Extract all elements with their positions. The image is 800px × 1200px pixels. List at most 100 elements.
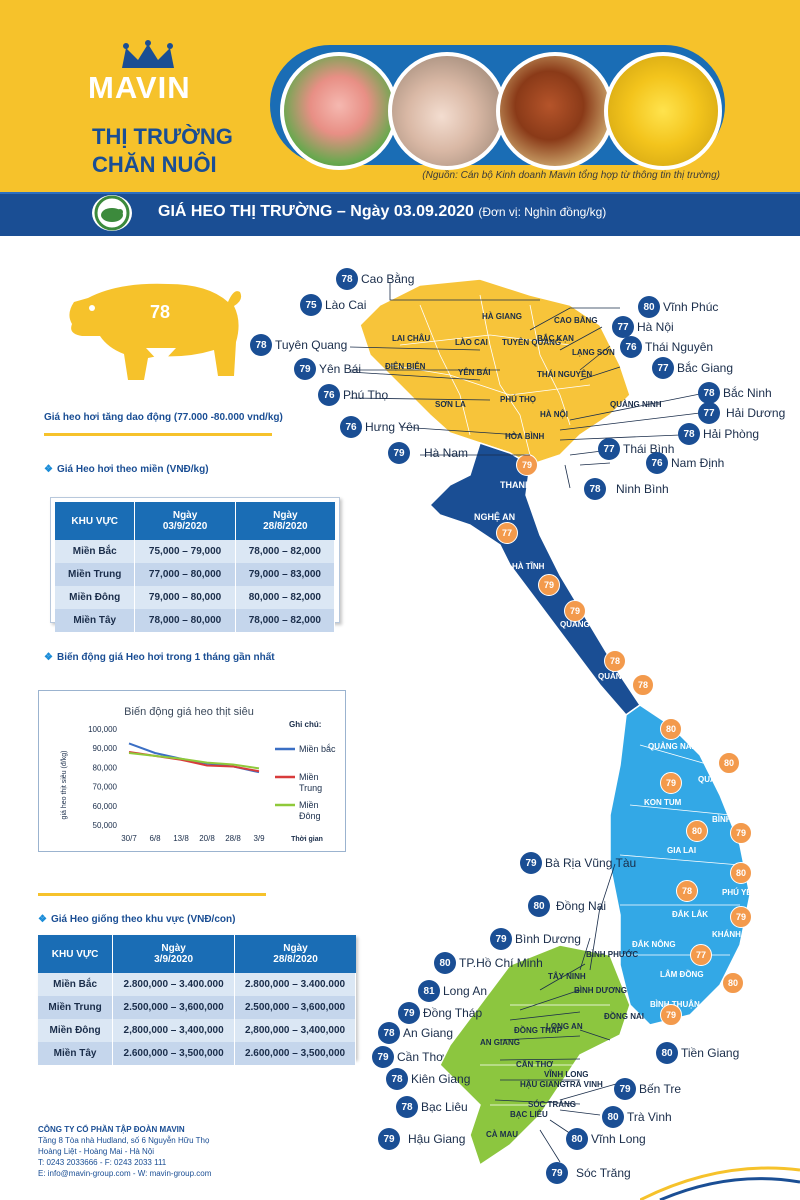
table-cell: Miền Bắc bbox=[55, 540, 136, 563]
price-badge: 80 bbox=[566, 1128, 588, 1150]
province-price-badge: 78 bbox=[632, 674, 654, 696]
chart-x-tick: 3/9 bbox=[253, 834, 265, 843]
price-badge: 79 bbox=[372, 1046, 394, 1068]
table-cell: 78,000 – 80,000 bbox=[135, 609, 236, 632]
chart-x-tick: 28/8 bbox=[225, 834, 241, 843]
chart-x-tick: 6/8 bbox=[149, 834, 161, 843]
price-badge: 79 bbox=[490, 928, 512, 950]
region-label: BẠC LIÊU bbox=[510, 1110, 548, 1119]
chart-x-tick: 30/7 bbox=[121, 834, 137, 843]
price-badge: 78 bbox=[378, 1022, 400, 1044]
table-cell: Miền Tây bbox=[55, 609, 136, 632]
map-pin-ha-nam: 79 Hà Nam bbox=[388, 442, 468, 464]
province-name: Cao Bằng bbox=[361, 272, 415, 286]
chart-y-label: giá heo thịt siêu (đ/kg) bbox=[61, 751, 68, 820]
region-label: CÀ MAU bbox=[486, 1130, 518, 1139]
table-cell: 2,800,000 – 3,400,000 bbox=[113, 1019, 236, 1042]
map-pin-tien-giang: 80 Tiền Giang bbox=[656, 1042, 739, 1064]
table-row: Miền Trung 2.500,000 – 3,600,000 2.500,0… bbox=[38, 996, 356, 1019]
table-row: Miền Đông 2,800,000 – 3,400,000 2,800,00… bbox=[38, 1019, 356, 1042]
price-badge: 79 bbox=[520, 852, 542, 874]
table-header: Ngày 3/9/2020 bbox=[113, 935, 236, 973]
map-pin-cao-bang: 78 Cao Bằng bbox=[336, 268, 414, 290]
province-price-badge: 78 bbox=[676, 880, 698, 902]
province-name: Bạc Liêu bbox=[421, 1100, 468, 1114]
province-name: Yên Bái bbox=[319, 362, 362, 376]
table-cell: 2.500,000 – 3,600,000 bbox=[113, 996, 236, 1019]
province-name: Hưng Yên bbox=[365, 420, 420, 434]
map-pin-ben-tre: 79 Bến Tre bbox=[614, 1078, 681, 1100]
table-cell: Miền Bắc bbox=[38, 973, 114, 996]
diamond-icon: ❖ bbox=[44, 464, 53, 475]
price-badge: 77 bbox=[612, 316, 634, 338]
province-price-badge: 79 bbox=[730, 822, 752, 844]
table-cell: 77,000 – 80,000 bbox=[135, 563, 236, 586]
chart-y-tick: 90,000 bbox=[93, 744, 118, 753]
chart-legend-label: Miền Trung bbox=[299, 772, 322, 793]
table-cell: 2,800,000 – 3,400,000 bbox=[235, 1019, 356, 1042]
chart-legend-label: Miền bắc bbox=[299, 744, 336, 754]
province-price-badge: 78 bbox=[604, 650, 626, 672]
price-badge: 76 bbox=[620, 336, 642, 358]
province-name: Đồng Tháp bbox=[423, 1006, 483, 1020]
piglet-photo bbox=[280, 52, 398, 170]
map-pin-vinh-phuc: 80 Vĩnh Phúc bbox=[638, 296, 718, 318]
province-name: Tuyên Quang bbox=[275, 338, 348, 352]
table-cell: 75,000 – 79,000 bbox=[135, 540, 236, 563]
province-price-badge: 77 bbox=[690, 944, 712, 966]
map-north-region bbox=[359, 278, 631, 466]
crown-icon bbox=[122, 40, 174, 68]
province-price-badge: 80 bbox=[686, 820, 708, 842]
divider bbox=[44, 433, 272, 436]
footer-address2: Hoàng Liệt - Hoàng Mai - Hà Nội bbox=[38, 1147, 155, 1156]
region-label: THÁI NGUYÊN bbox=[537, 370, 593, 379]
region-label: PHÚ THỌ bbox=[500, 395, 536, 404]
pig-price: 78 bbox=[150, 302, 171, 322]
region-label: LONG AN bbox=[546, 1022, 583, 1031]
price-badge: 79 bbox=[378, 1128, 400, 1150]
map-pin-bac-ninh: 78 Bắc Ninh bbox=[698, 382, 772, 404]
map-pin-dong-nai: 80 Đồng Nai bbox=[528, 895, 606, 917]
chart-x-tick: 13/8 bbox=[173, 834, 189, 843]
province-price-badge: 77 bbox=[496, 522, 518, 544]
region-label: YÊN BÁI bbox=[458, 368, 491, 377]
table-row: Miền Bắc 75,000 – 79,000 78,000 – 82,000 bbox=[55, 540, 335, 563]
map-pin-can-tho: 79 Cần Thơ bbox=[372, 1046, 444, 1068]
region-label: BÌNH ĐỊNH bbox=[712, 815, 754, 824]
province-name: TP.Hồ Chí Minh bbox=[459, 956, 543, 970]
province-name: Long An bbox=[443, 984, 488, 998]
chart-y-tick: 60,000 bbox=[93, 802, 118, 811]
pig-silhouette-icon bbox=[69, 283, 242, 380]
region-price-table-wrap: KHU VỰC Ngày 03/9/2020 Ngày 28/8/2020 Mi… bbox=[50, 497, 340, 632]
table-cell: 2.800,000 – 3.400.000 bbox=[113, 973, 236, 996]
map-north-central-region bbox=[428, 442, 642, 717]
footer-web: E: info@mavin-group.com - W: mavin-group… bbox=[38, 1169, 212, 1178]
map-pin-yen-bai: 79 Yên Bái bbox=[294, 358, 361, 380]
region-label: KON TUM bbox=[644, 798, 682, 807]
map-pin-tp-hcm: 80 TP.Hồ Chí Minh bbox=[434, 952, 543, 974]
table-row: Miền Tây 78,000 – 80,000 78,000 – 82,000 bbox=[55, 609, 335, 632]
table-cell: Miền Đông bbox=[38, 1019, 114, 1042]
region-label: ĐIỆN BIÊN bbox=[385, 362, 426, 371]
price-badge: 79 bbox=[294, 358, 316, 380]
province-borders bbox=[389, 294, 741, 1106]
map-pin-lao-cai: 75 Lào Cai bbox=[300, 294, 366, 316]
province-name: Đồng Nai bbox=[556, 899, 607, 913]
map-pin-thai-nguyen: 76 Thái Nguyên bbox=[620, 336, 713, 358]
table-header: KHU VỰC bbox=[55, 502, 136, 540]
region-label: TRÀ VINH bbox=[565, 1080, 603, 1089]
province-name: Bình Dương bbox=[515, 932, 581, 946]
province-name: Hải Dương bbox=[726, 406, 786, 420]
map-pin-tra-vinh: 80 Trà Vinh bbox=[602, 1106, 672, 1128]
section-title-region-price: ❖ Giá Heo hơi theo miền (VNĐ/kg) bbox=[44, 464, 209, 475]
price-badge: 79 bbox=[546, 1162, 568, 1184]
map-pin-long-an: 81 Long An bbox=[418, 980, 487, 1002]
province-price-badge: 79 bbox=[660, 1004, 682, 1026]
region-label: VĨNH LONG bbox=[544, 1070, 589, 1079]
map-pin-bac-lieu: 78 Bạc Liêu bbox=[396, 1096, 468, 1118]
province-price-badge: 79 bbox=[660, 772, 682, 794]
region-label: QUẢNG NAM bbox=[648, 742, 699, 751]
table-header: KHU VỰC bbox=[38, 935, 114, 973]
region-label: SÓC TRĂNG bbox=[528, 1100, 576, 1109]
pig-badge-icon bbox=[92, 195, 132, 231]
